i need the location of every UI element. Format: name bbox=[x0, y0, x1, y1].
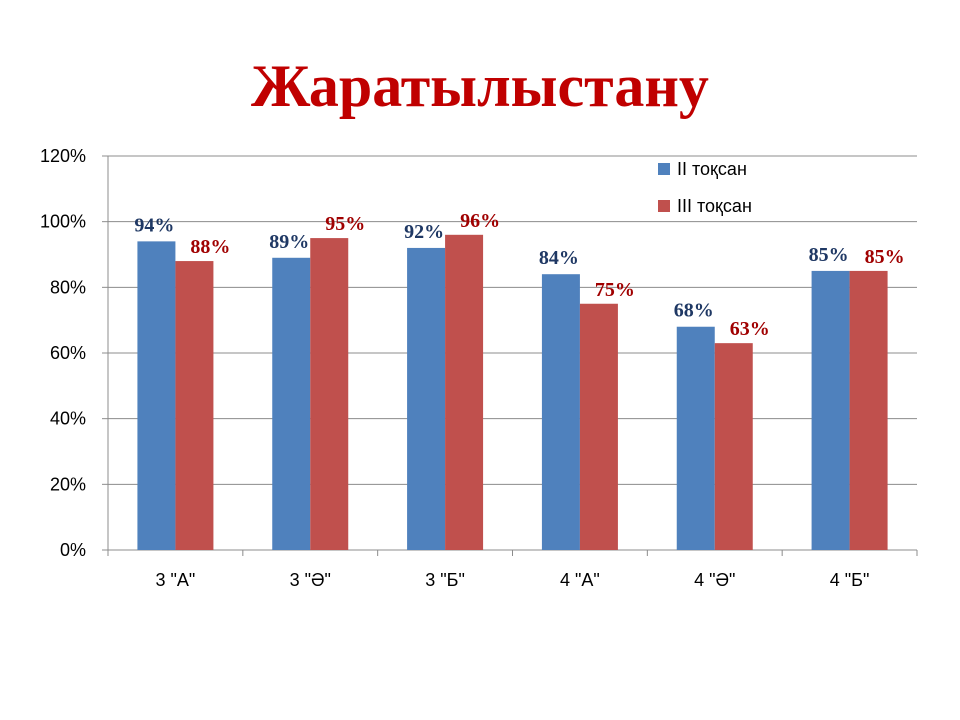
bar bbox=[445, 234, 484, 551]
y-tick-label: 100% bbox=[40, 212, 86, 232]
x-category-label: 3 "Ә" bbox=[290, 570, 331, 590]
bar bbox=[676, 326, 715, 550]
x-category-label: 4 "А" bbox=[560, 570, 600, 590]
chart-title: Жаратылыстану bbox=[251, 53, 709, 119]
y-tick-label: 120% bbox=[40, 146, 86, 166]
bar bbox=[579, 303, 618, 550]
legend-label: II тоқсан bbox=[677, 159, 747, 179]
x-category-label: 4 "Б" bbox=[830, 570, 870, 590]
data-label: 92% bbox=[404, 221, 444, 243]
x-category-label: 4 "Ә" bbox=[694, 570, 735, 590]
legend-swatch bbox=[658, 200, 670, 212]
legend-swatch bbox=[658, 163, 670, 175]
bar bbox=[541, 274, 580, 550]
data-label: 95% bbox=[325, 213, 365, 235]
bar bbox=[137, 241, 176, 550]
data-label: 63% bbox=[730, 318, 770, 340]
y-tick-label: 60% bbox=[50, 343, 86, 363]
data-label: 85% bbox=[865, 246, 905, 268]
y-tick-label: 0% bbox=[60, 540, 86, 560]
bar bbox=[811, 270, 850, 550]
y-tick-label: 20% bbox=[50, 474, 86, 494]
y-tick-label: 40% bbox=[50, 409, 86, 429]
x-category-label: 3 "Б" bbox=[425, 570, 465, 590]
data-label: 94% bbox=[134, 214, 174, 236]
data-label: 75% bbox=[595, 279, 635, 301]
data-label: 85% bbox=[809, 244, 849, 266]
data-label: 89% bbox=[269, 231, 309, 253]
data-label: 96% bbox=[460, 210, 500, 232]
x-category-label: 3 "А" bbox=[156, 570, 196, 590]
bar bbox=[175, 261, 214, 550]
data-label: 88% bbox=[190, 236, 230, 258]
bar bbox=[310, 238, 349, 551]
legend-label: III тоқсан bbox=[677, 196, 752, 216]
bar bbox=[849, 270, 888, 550]
bar bbox=[407, 247, 446, 550]
y-tick-label: 80% bbox=[50, 277, 86, 297]
data-label: 84% bbox=[539, 247, 579, 269]
bar bbox=[714, 343, 753, 550]
bar bbox=[272, 257, 311, 550]
data-label: 68% bbox=[674, 300, 714, 322]
